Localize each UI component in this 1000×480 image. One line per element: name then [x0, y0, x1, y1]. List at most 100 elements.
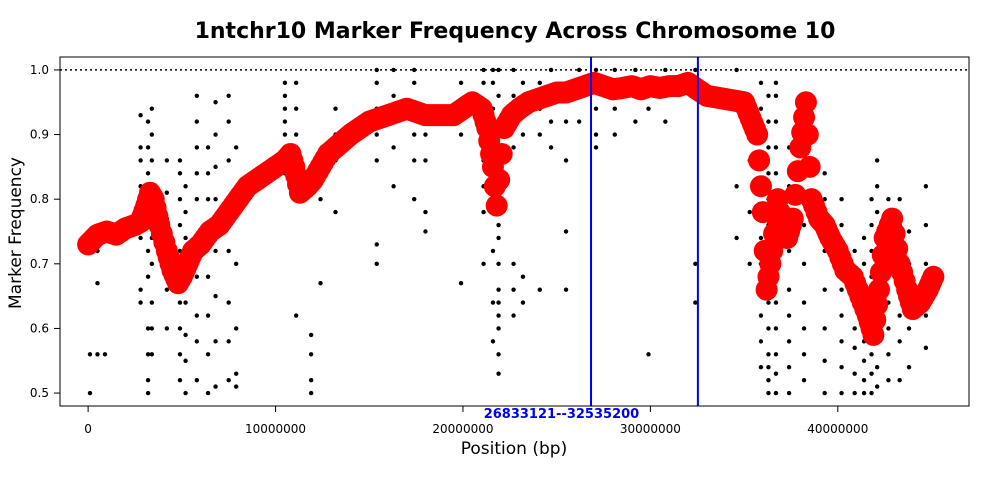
marker-point — [593, 132, 599, 137]
marker-point — [923, 313, 929, 318]
marker-point — [874, 365, 880, 370]
marker-point — [852, 345, 857, 351]
marker-point — [734, 235, 739, 241]
marker-point — [869, 371, 874, 376]
marker-point — [233, 371, 239, 376]
marker-point — [374, 261, 379, 267]
marker-point — [861, 358, 867, 363]
marker-point — [145, 352, 151, 357]
marker-point — [786, 390, 792, 396]
marker-point — [593, 67, 599, 73]
marker-point — [869, 222, 874, 228]
marker-point — [758, 106, 764, 111]
frequency-point — [794, 91, 817, 114]
marker-point — [563, 158, 569, 163]
marker-point — [282, 80, 288, 86]
marker-point — [183, 300, 188, 305]
marker-point — [886, 326, 891, 331]
marker-point — [149, 352, 155, 357]
marker-point — [537, 287, 543, 292]
marker-point — [906, 326, 912, 331]
frequency-point — [761, 239, 784, 262]
marker-point — [194, 145, 200, 150]
marker-point — [194, 274, 200, 279]
marker-point — [520, 132, 526, 137]
marker-point — [481, 80, 486, 86]
marker-point — [801, 352, 807, 357]
marker-point — [537, 80, 543, 86]
marker-point — [612, 132, 617, 137]
marker-point — [458, 281, 464, 286]
marker-point — [145, 119, 151, 124]
marker-point — [318, 281, 323, 286]
marker-point — [149, 300, 155, 305]
marker-point — [496, 352, 501, 357]
frequency-point — [922, 265, 945, 288]
marker-point — [226, 300, 231, 305]
marker-point — [374, 242, 379, 247]
marker-point — [663, 119, 668, 124]
marker-point — [874, 209, 880, 215]
marker-point — [164, 190, 170, 195]
frequency-point — [746, 123, 769, 146]
marker-point — [177, 158, 183, 163]
marker-point — [490, 248, 496, 254]
marker-point — [906, 229, 912, 234]
marker-point — [537, 132, 543, 137]
marker-point — [308, 377, 314, 383]
marker-point — [520, 80, 526, 86]
marker-point — [839, 313, 844, 318]
marker-point — [786, 339, 792, 344]
marker-point — [923, 345, 929, 351]
marker-point — [693, 300, 698, 305]
marker-point — [149, 106, 155, 111]
marker-point — [612, 106, 617, 111]
marker-point — [576, 67, 582, 73]
marker-point — [906, 365, 912, 370]
marker-point — [149, 132, 155, 137]
marker-point — [177, 222, 183, 228]
marker-point — [773, 352, 779, 357]
marker-point — [822, 358, 827, 363]
marker-point — [773, 119, 779, 124]
marker-point — [145, 248, 151, 254]
marker-point — [593, 106, 599, 111]
marker-point — [734, 184, 739, 189]
marker-point — [213, 196, 218, 202]
y-tick-label: 0.8 — [30, 192, 49, 206]
x-tick-label: 30000000 — [620, 422, 681, 436]
marker-point — [145, 326, 151, 331]
x-tick-label: 10000000 — [245, 422, 306, 436]
marker-point — [786, 287, 792, 292]
marker-point — [496, 326, 501, 331]
marker-point — [758, 313, 764, 318]
marker-point — [897, 377, 902, 383]
marker-point — [138, 112, 143, 118]
marker-point — [852, 248, 857, 254]
marker-point — [758, 339, 764, 344]
marker-point — [183, 332, 188, 338]
marker-point — [177, 300, 183, 305]
marker-point — [766, 93, 771, 98]
marker-point — [205, 196, 211, 202]
marker-point — [758, 80, 764, 86]
marker-point — [773, 171, 779, 176]
marker-point — [205, 171, 211, 176]
y-tick-label: 1.0 — [30, 63, 49, 77]
chart-title: 1ntchr10 Marker Frequency Across Chromos… — [195, 19, 836, 44]
marker-point — [663, 67, 668, 73]
marker-point — [177, 171, 183, 176]
marker-point — [213, 132, 218, 137]
marker-point — [423, 229, 428, 234]
marker-point — [786, 248, 792, 254]
frequency-point — [749, 175, 772, 198]
marker-point — [897, 339, 902, 344]
marker-point — [548, 67, 554, 73]
marker-point — [923, 184, 929, 189]
marker-point — [213, 339, 218, 344]
marker-point — [773, 300, 779, 305]
marker-point — [511, 145, 516, 150]
marker-point — [183, 390, 188, 396]
marker-point — [861, 235, 867, 241]
marker-point — [874, 158, 880, 163]
